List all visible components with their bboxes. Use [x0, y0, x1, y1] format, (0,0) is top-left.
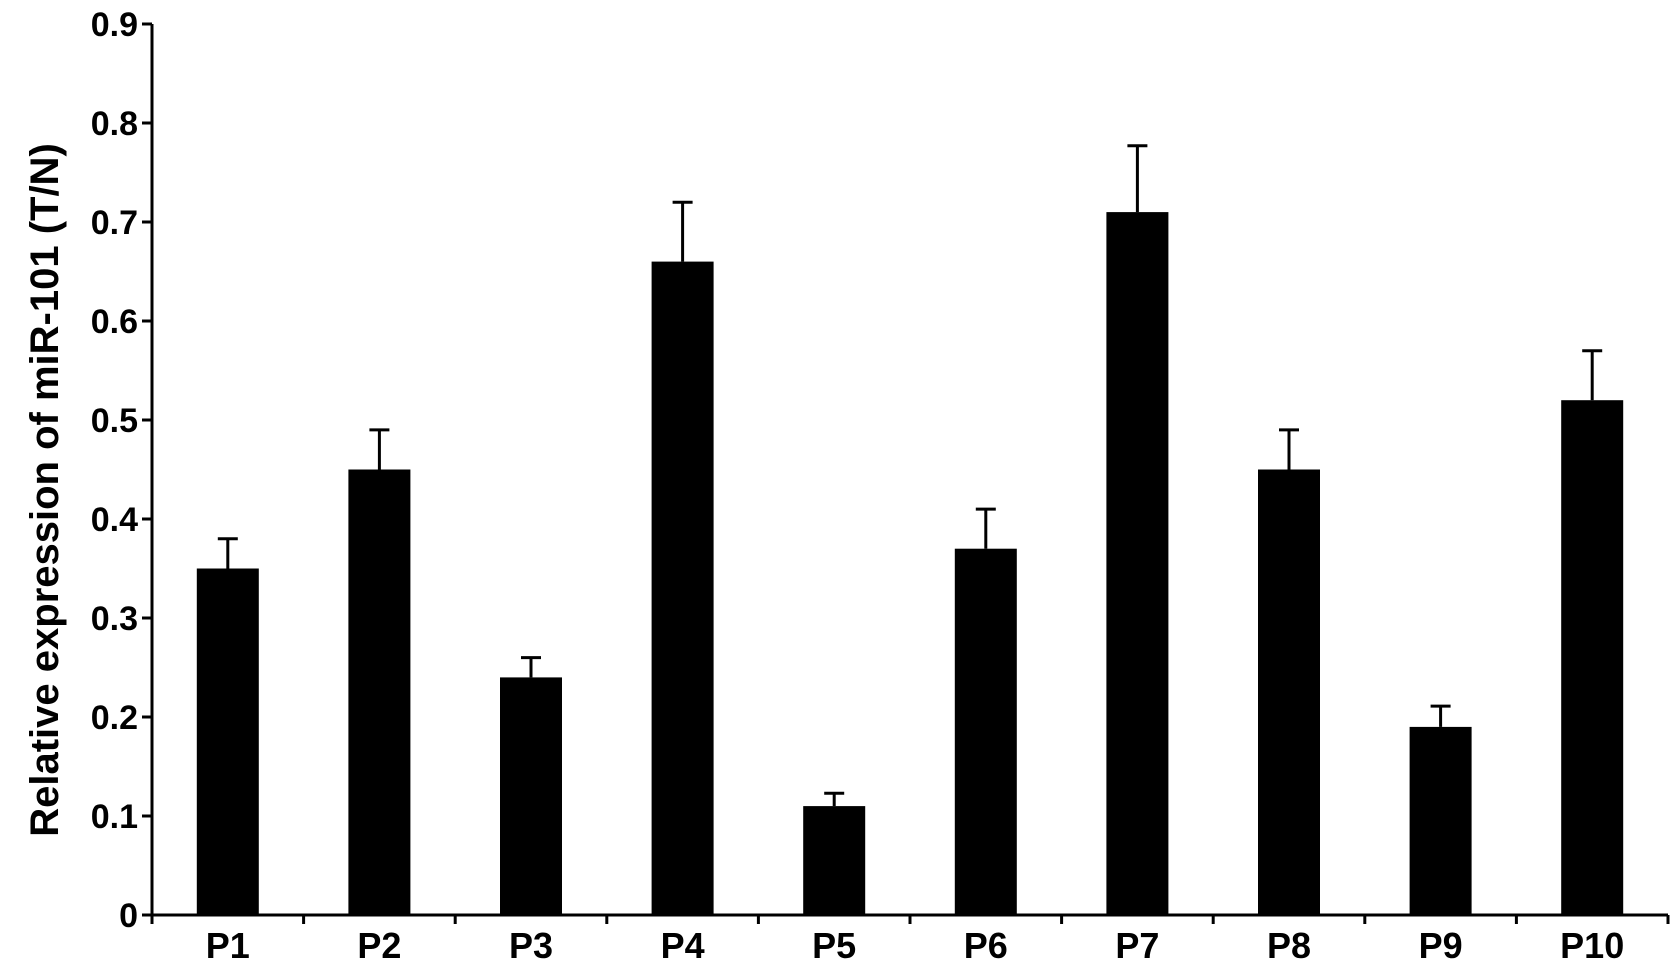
y-tick-label: 0.3 — [91, 600, 138, 638]
x-tick-label: P4 — [661, 925, 705, 966]
bar — [954, 548, 1017, 915]
y-tick-label: 0.7 — [91, 204, 138, 242]
x-tick-label: P6 — [964, 925, 1008, 966]
labels: 0 0.1 0.2 0.3 0.4 0.5 0.6 0.7 0.8 0.9 P1 P2 P3 P4 P5 P6… — [91, 6, 1624, 966]
x-tick-label: P2 — [357, 925, 401, 966]
bar — [500, 677, 562, 915]
bar — [196, 568, 259, 915]
bar — [1409, 726, 1472, 915]
bars — [196, 212, 1624, 916]
bar — [348, 469, 411, 915]
bar — [1561, 400, 1624, 915]
x-tick-label: P9 — [1419, 925, 1463, 966]
x-tick-label: P5 — [812, 925, 856, 966]
x-tick-label: P8 — [1267, 925, 1311, 966]
bar — [803, 806, 866, 915]
y-tick-label: 0.6 — [91, 303, 138, 341]
x-tick-label: P3 — [509, 925, 553, 966]
y-tick-label: 0.4 — [91, 501, 138, 539]
bar — [1106, 212, 1169, 916]
y-tick-label: 0 — [119, 897, 138, 935]
error-bars — [217, 144, 1603, 807]
x-tick-label: P1 — [206, 925, 250, 966]
y-axis-title: Relative expression of miR-101 (T/N) — [23, 143, 67, 837]
y-tick-label: 0.2 — [91, 699, 138, 737]
bar — [1258, 469, 1320, 915]
x-tick-label: P10 — [1560, 925, 1624, 966]
y-tick-label: 0.8 — [91, 105, 138, 143]
y-tick-label: 0.5 — [91, 402, 138, 440]
bar — [651, 261, 714, 916]
x-tick-label: P7 — [1115, 925, 1159, 966]
y-tick-label: 0.9 — [91, 6, 138, 44]
y-tick-label: 0.1 — [91, 798, 138, 836]
